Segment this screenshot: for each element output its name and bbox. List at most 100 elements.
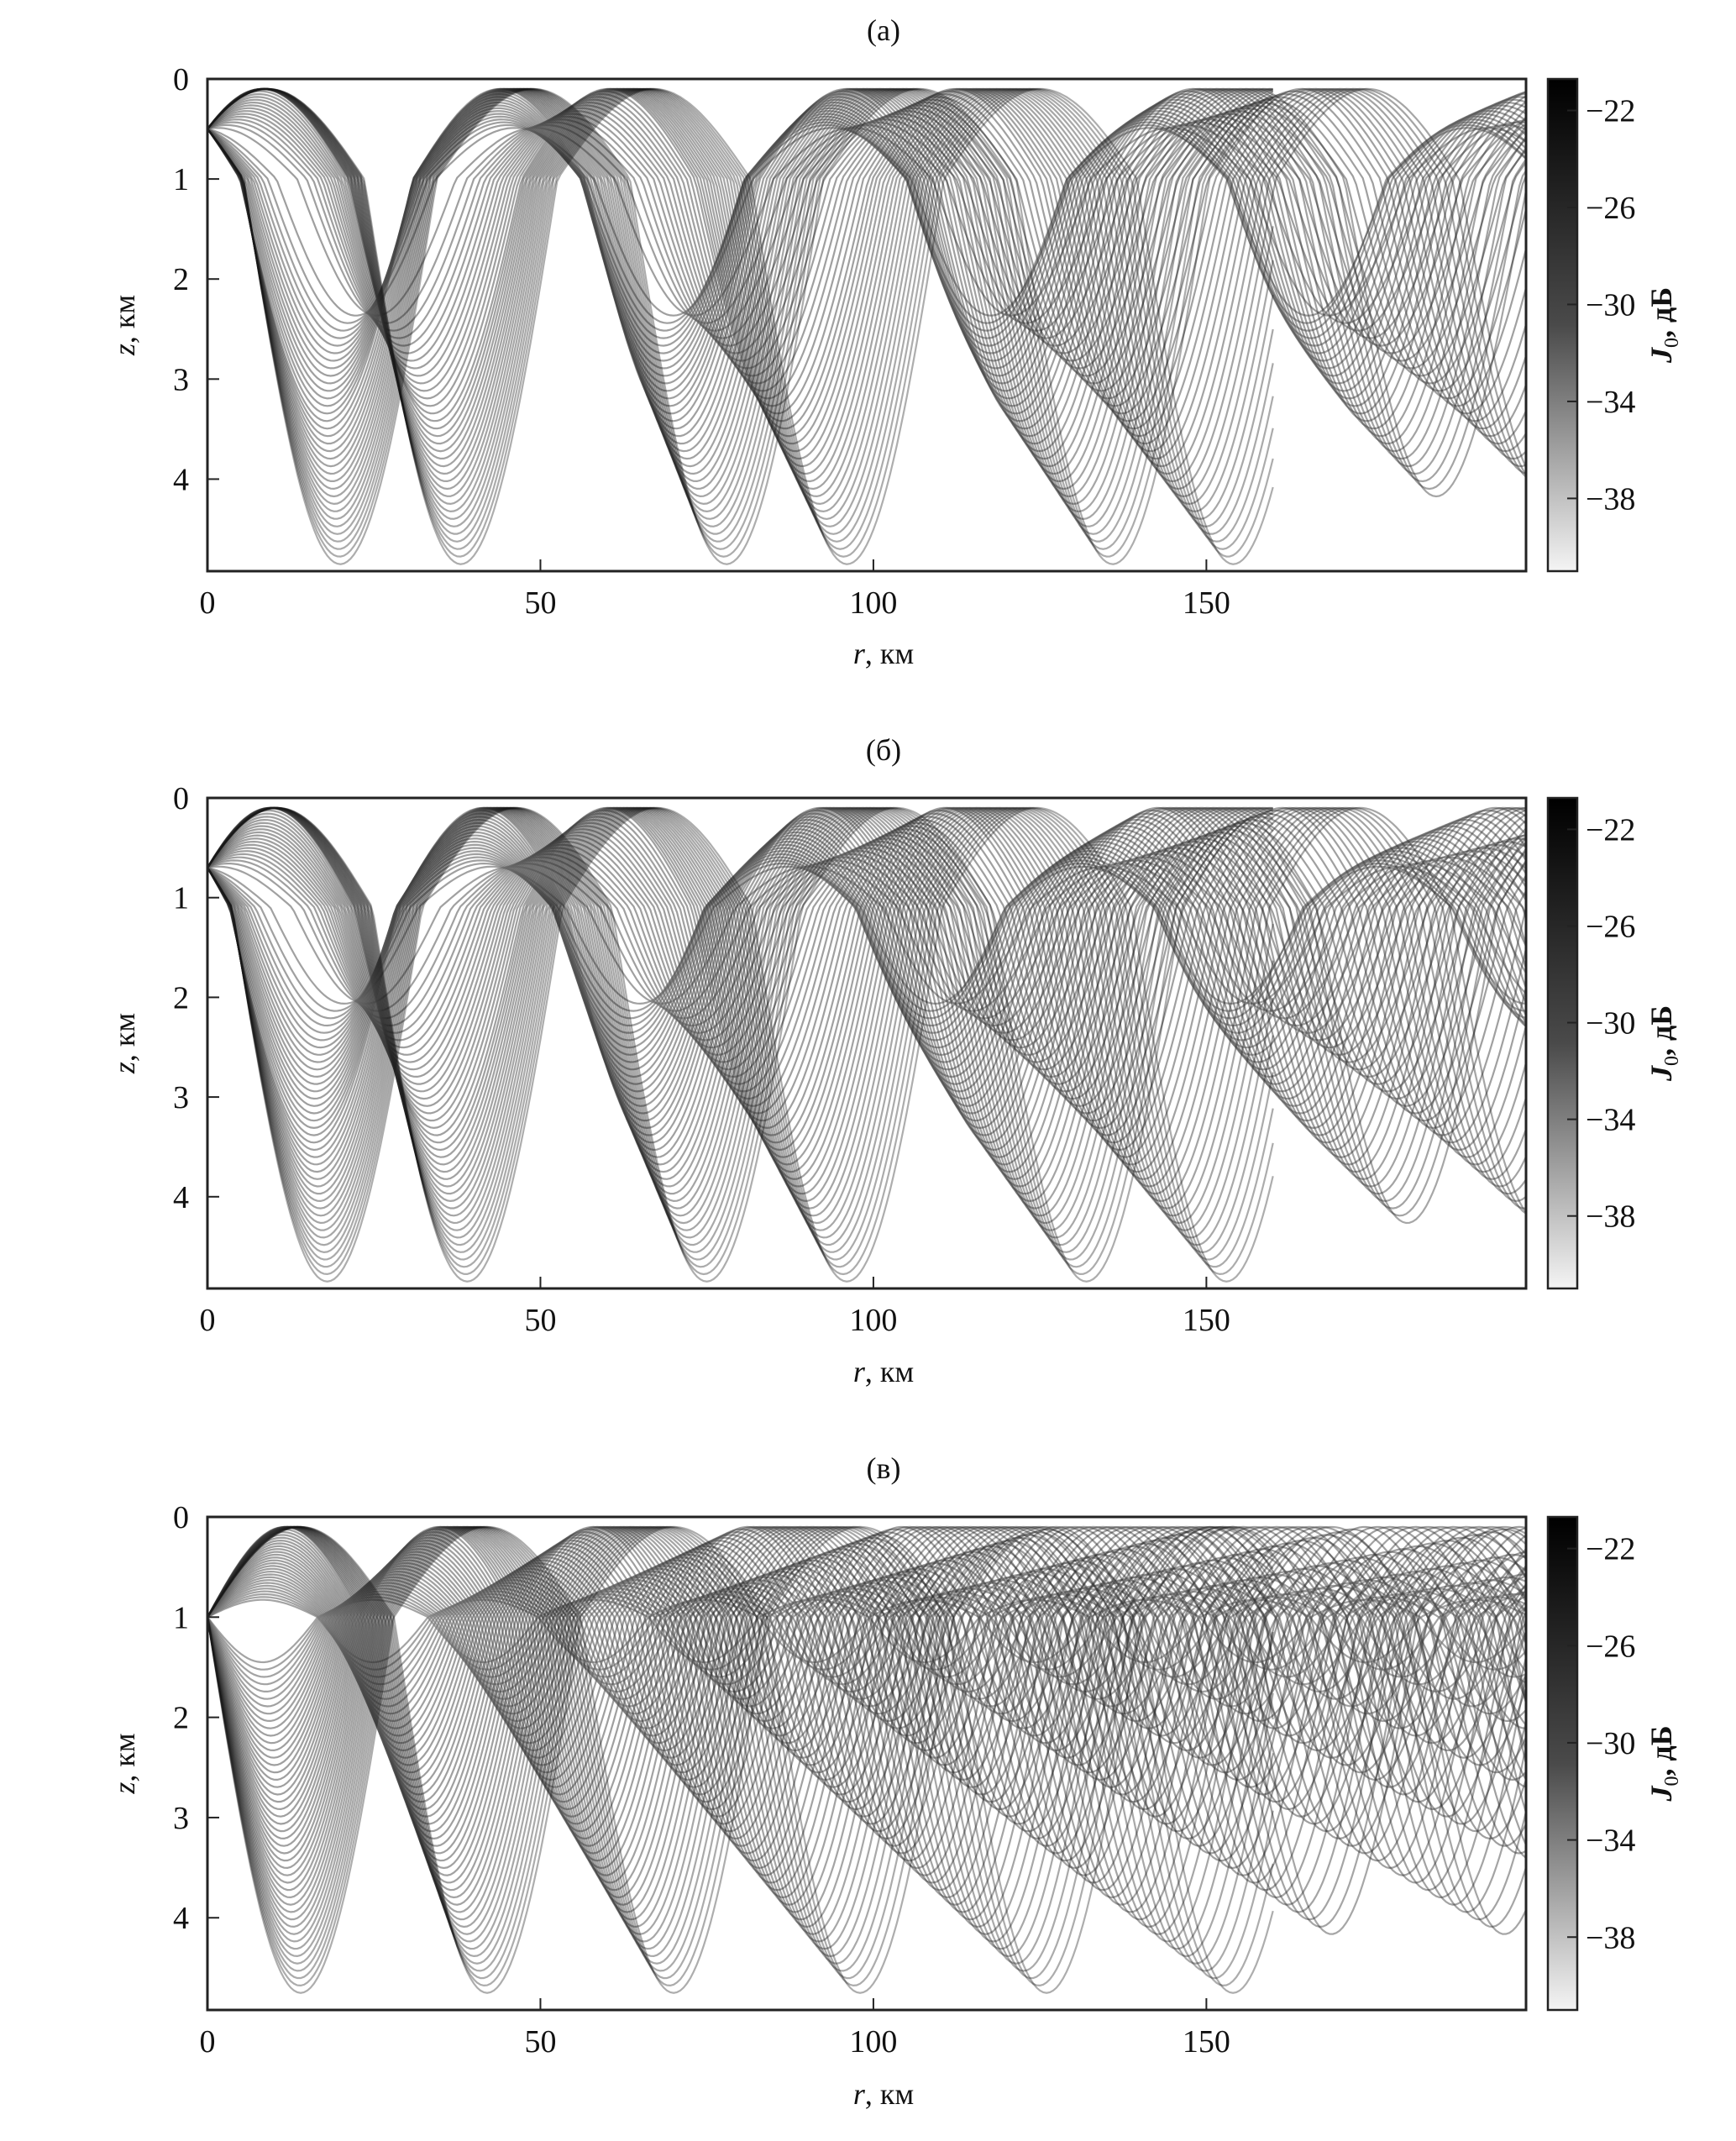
ray-path bbox=[207, 1539, 1526, 1818]
ray-path bbox=[207, 87, 1526, 422]
ray-path bbox=[207, 1525, 1274, 1972]
colorbar-label: J0, дБ bbox=[1644, 287, 1683, 364]
ray-path bbox=[207, 1525, 1526, 1899]
ray-path bbox=[207, 806, 1526, 1173]
ray-path bbox=[207, 1551, 1526, 1788]
ray-path bbox=[207, 806, 1526, 1217]
ray-path bbox=[207, 847, 1526, 1049]
panel-title: (в) bbox=[867, 1451, 901, 1485]
colorbar-tick-label: −26 bbox=[1586, 191, 1635, 226]
ray-path bbox=[207, 806, 1526, 1188]
y-axis-label: z, км bbox=[108, 1013, 141, 1074]
ray-path bbox=[207, 1551, 1526, 1788]
plot-frame bbox=[206, 1515, 1528, 2012]
colorbar-tick-label: −26 bbox=[1586, 909, 1635, 944]
ray-path bbox=[207, 825, 1526, 1100]
ray-path bbox=[207, 1576, 1526, 1723]
colorbar-label: J0, дБ bbox=[1644, 1725, 1683, 1802]
ray-path bbox=[207, 1525, 1526, 1935]
y-tick-label: 2 bbox=[173, 262, 189, 297]
ray-path bbox=[207, 1525, 1526, 1928]
ray-path bbox=[207, 98, 1526, 392]
y-tick-label: 4 bbox=[173, 462, 189, 497]
ray-path bbox=[207, 806, 1274, 1231]
colorbar-tick-label: −34 bbox=[1586, 1824, 1635, 1859]
ray-path bbox=[207, 1590, 1526, 1686]
ray-path bbox=[207, 113, 1526, 354]
ray-path bbox=[207, 837, 1526, 1071]
ray-path bbox=[207, 87, 1273, 527]
ray-path bbox=[207, 1542, 1526, 1811]
ray-path bbox=[207, 806, 1526, 1158]
ray-path bbox=[207, 806, 1526, 1152]
ray-path bbox=[207, 118, 1526, 339]
ray-path bbox=[207, 1565, 1526, 1752]
ray-path bbox=[207, 1525, 1526, 1913]
ray-path bbox=[207, 1525, 1526, 1862]
ray-path bbox=[207, 1534, 1526, 1833]
ray-path bbox=[207, 1525, 1526, 1913]
ray-path bbox=[207, 1561, 1526, 1759]
ray-path bbox=[207, 87, 1526, 491]
ray-path bbox=[207, 1525, 1526, 1870]
x-tick-label: 50 bbox=[524, 585, 556, 621]
ray-path bbox=[207, 87, 1526, 468]
ray-path bbox=[207, 90, 1526, 415]
x-tick-label: 50 bbox=[524, 1303, 556, 1338]
x-tick-label: 150 bbox=[1183, 585, 1230, 621]
ray-path bbox=[207, 1525, 1274, 1980]
ray-path bbox=[207, 1525, 1274, 1958]
ray-path bbox=[207, 87, 1526, 445]
ray-path bbox=[207, 1525, 1526, 1921]
panel-title: (а) bbox=[867, 13, 900, 47]
colorbar-tick-label: −22 bbox=[1586, 94, 1635, 129]
x-tick-label: 150 bbox=[1183, 2024, 1230, 2060]
ray-path bbox=[207, 1525, 1526, 1862]
ray-path bbox=[207, 1525, 1274, 1994]
ray-path bbox=[207, 87, 1274, 506]
ray-path bbox=[207, 87, 1273, 513]
ray-path bbox=[207, 87, 1274, 543]
ray-path bbox=[207, 87, 1526, 453]
intensity-field bbox=[207, 87, 1526, 565]
ray-path bbox=[207, 806, 1274, 1246]
ray-path bbox=[207, 1525, 1274, 1987]
plot-frame bbox=[206, 796, 1528, 1290]
ray-path bbox=[207, 809, 1526, 1136]
colorbar-tick-label: −38 bbox=[1586, 1920, 1635, 1955]
ray-path bbox=[207, 806, 1526, 1217]
ray-path bbox=[207, 1561, 1526, 1759]
ray-path bbox=[207, 806, 1274, 1268]
ray-path bbox=[207, 87, 1526, 430]
y-tick-label: 1 bbox=[173, 881, 189, 916]
y-axis-label: z, км bbox=[108, 1733, 141, 1794]
ray-path bbox=[207, 1545, 1526, 1803]
ray-path bbox=[207, 87, 1273, 521]
ray-path bbox=[207, 1528, 1526, 1847]
ray-path bbox=[207, 1525, 1526, 1884]
colorbar-tick-label: −38 bbox=[1586, 1199, 1635, 1235]
ray-path bbox=[207, 1525, 1274, 1943]
colorbar bbox=[1546, 1515, 1579, 2012]
ray-path bbox=[207, 1525, 1274, 1943]
ray-path bbox=[207, 821, 1526, 1107]
colorbar-tick-label: −30 bbox=[1586, 287, 1635, 323]
x-axis-label: r, км bbox=[853, 637, 914, 670]
colorbar-tick-label: −34 bbox=[1586, 385, 1635, 420]
x-tick-label: 150 bbox=[1183, 1303, 1230, 1338]
ray-path bbox=[207, 87, 1526, 498]
y-tick-label: 0 bbox=[173, 62, 189, 97]
ray-path bbox=[207, 1525, 1526, 1921]
colorbar-tick-label: −34 bbox=[1586, 1103, 1635, 1138]
ray-path bbox=[207, 1559, 1526, 1766]
ray-path bbox=[207, 1525, 1526, 1935]
ray-path bbox=[207, 816, 1526, 1122]
x-tick-label: 0 bbox=[200, 585, 216, 621]
ray-path bbox=[207, 806, 1274, 1254]
ray-path bbox=[207, 1556, 1526, 1774]
ray-path bbox=[207, 1525, 1274, 1972]
ray-path bbox=[207, 1525, 1526, 1928]
ray-path bbox=[207, 806, 1273, 1268]
ray-path bbox=[207, 1525, 1274, 1965]
